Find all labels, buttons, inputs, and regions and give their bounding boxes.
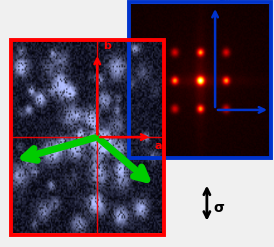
Text: $q_b$: $q_b$	[218, 0, 232, 5]
Text: b: b	[103, 41, 111, 51]
Text: σ: σ	[214, 201, 225, 215]
Text: $q_a$: $q_a$	[273, 112, 274, 124]
Text: a: a	[155, 141, 162, 151]
